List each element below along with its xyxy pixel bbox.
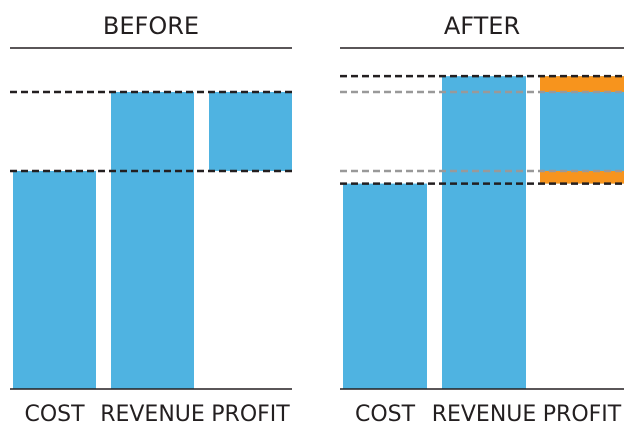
after-chart-title: AFTER	[444, 12, 520, 40]
before-bar-profit	[209, 91, 292, 171]
after-bar-cost	[343, 183, 427, 389]
before-chart-title: BEFORE	[103, 12, 199, 40]
after-category-label-cost: COST	[355, 402, 416, 427]
after-bar-profit	[540, 76, 624, 184]
before-bar-revenue	[111, 91, 194, 390]
before-category-label-cost: COST	[24, 402, 85, 427]
after-bar-revenue	[442, 76, 526, 389]
after-increase-segment-1	[540, 170, 624, 184]
before-bar-cost	[13, 170, 96, 389]
before-category-label-revenue: REVENUE	[100, 402, 205, 427]
after-category-label-revenue: REVENUE	[432, 402, 537, 427]
before-category-label-profit: PROFIT	[211, 402, 290, 427]
after-increase-segment-2	[540, 76, 624, 92]
after-category-label-profit: PROFIT	[543, 402, 622, 427]
